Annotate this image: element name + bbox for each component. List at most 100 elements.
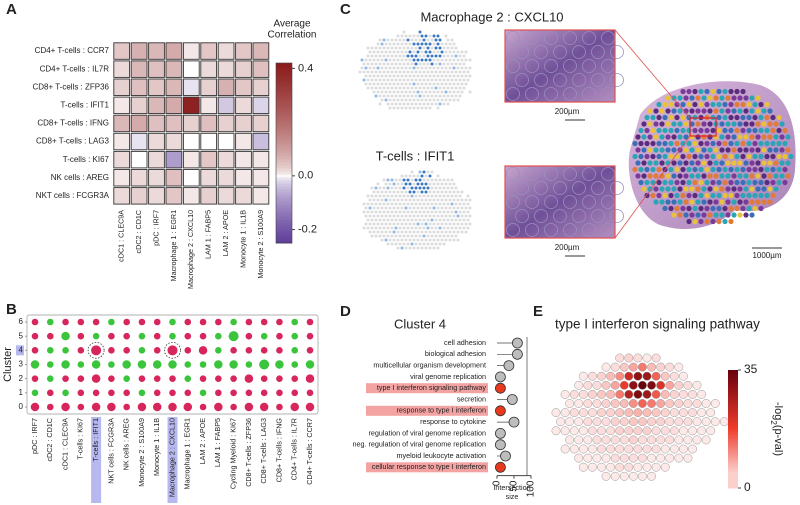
spot [420, 246, 424, 250]
tissue-spot [695, 147, 701, 153]
spot [402, 202, 406, 206]
spot [454, 46, 458, 50]
hex-spot [615, 462, 625, 472]
tissue-spot [689, 160, 695, 166]
hex-spot [556, 417, 565, 427]
dot [291, 375, 299, 382]
heat-cell [130, 96, 148, 115]
zoom-spot [610, 181, 624, 195]
spot [406, 186, 410, 190]
spot [450, 94, 454, 98]
tissue-spot [710, 140, 716, 147]
spot [452, 238, 456, 242]
spot [462, 62, 466, 66]
spot [376, 230, 380, 234]
tissue-spot [674, 127, 680, 134]
colorbar-step [728, 424, 738, 428]
tissue-spot [671, 173, 677, 179]
heat-cell [113, 114, 131, 133]
spot [458, 70, 462, 74]
tissue-spot [770, 153, 776, 160]
spot [380, 222, 384, 226]
zoom-spot [591, 181, 605, 195]
tissue-spot [758, 179, 764, 186]
tissue-spot [677, 186, 683, 192]
tissue-spot [773, 186, 779, 192]
spot [424, 198, 428, 202]
x-tick-label: CD8+ T-cells : ZFP36 [244, 418, 253, 487]
zoom-spot [525, 59, 539, 73]
spot [440, 206, 444, 210]
spot [440, 58, 444, 62]
colorbar-step [276, 90, 292, 94]
spot [434, 202, 438, 206]
spot [432, 246, 436, 250]
spot [424, 230, 428, 234]
tissue-spot [719, 95, 725, 101]
spot [462, 70, 466, 74]
tissue-spot [725, 95, 731, 101]
tissue-spot [683, 199, 689, 205]
spot [402, 70, 406, 74]
spot [370, 78, 374, 82]
tissue-spot [656, 153, 662, 160]
tissue-spot [695, 212, 701, 218]
hex-spot [601, 471, 611, 481]
colorbar-step [276, 63, 292, 67]
spot [456, 206, 460, 210]
spot [464, 230, 468, 234]
heat-cell [148, 114, 165, 133]
heat-cell [235, 132, 252, 151]
hex-spot [678, 426, 688, 436]
colorbar-step [728, 400, 738, 404]
tissue-spot [737, 186, 743, 192]
spot [378, 62, 382, 66]
colorbar-step [276, 117, 292, 121]
colorbar-step [728, 471, 738, 475]
tissue-spot [698, 179, 704, 186]
spot [366, 78, 370, 82]
spot [418, 226, 422, 230]
dot [169, 318, 176, 326]
spot [418, 86, 422, 90]
heat-cell [182, 150, 200, 169]
dot [215, 332, 222, 340]
spot [458, 62, 462, 66]
zoom-spot [563, 223, 577, 237]
spot [376, 50, 380, 54]
tissue-spot [680, 127, 686, 134]
tissue-spot [713, 95, 719, 101]
spot [432, 66, 436, 70]
spot [464, 222, 468, 226]
hex-spot [615, 371, 625, 381]
tissue-spot [692, 88, 698, 95]
colorbar-step [276, 192, 292, 196]
spot [460, 66, 464, 70]
tissue-spot [641, 173, 647, 179]
spot [372, 50, 376, 54]
spot [432, 50, 436, 54]
tissue-spot [674, 101, 680, 108]
heat-cell [165, 114, 183, 133]
spot [390, 46, 394, 50]
tissue-spot [689, 147, 695, 153]
heat-cell [217, 169, 235, 187]
dot [305, 402, 315, 412]
spot [362, 210, 366, 214]
tissue-spot [641, 121, 647, 127]
spot [386, 70, 390, 74]
spot [426, 202, 430, 206]
spot [368, 206, 372, 210]
spot [394, 202, 398, 206]
hex-spot [665, 453, 675, 463]
spot [426, 54, 430, 58]
hex-spot [592, 435, 602, 445]
spot [392, 198, 396, 202]
hex-spot [678, 408, 688, 418]
tissue-spot [785, 173, 791, 179]
tissue-spot [695, 95, 701, 101]
row-label: CD8+ T-cells : ZFP36 [32, 82, 109, 91]
spot [396, 90, 400, 94]
highlight [167, 417, 178, 503]
hex-spot [647, 380, 656, 390]
